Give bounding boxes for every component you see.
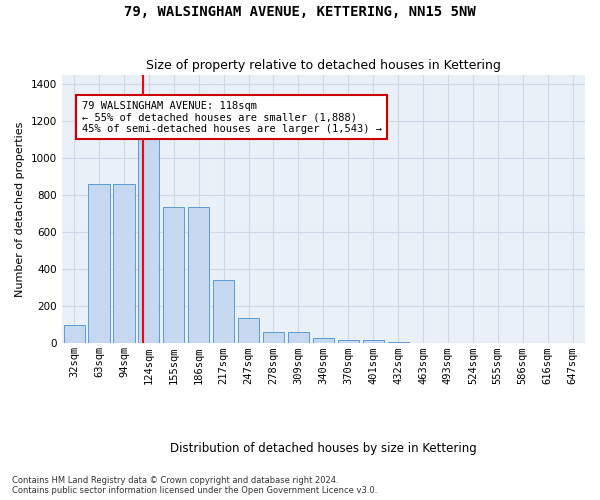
Y-axis label: Number of detached properties: Number of detached properties (15, 122, 25, 296)
Bar (288, 332, 309, 344)
Title: Size of property relative to detached houses in Kettering: Size of property relative to detached ho… (146, 59, 501, 72)
Bar (113, 184, 134, 344)
Bar (238, 318, 259, 344)
Bar (362, 340, 384, 344)
Text: Contains HM Land Registry data © Crown copyright and database right 2024.
Contai: Contains HM Land Registry data © Crown c… (12, 476, 377, 495)
Text: 79, WALSINGHAM AVENUE, KETTERING, NN15 5NW: 79, WALSINGHAM AVENUE, KETTERING, NN15 5… (124, 5, 476, 19)
Bar (388, 342, 409, 344)
Bar (88, 184, 110, 344)
Bar (263, 332, 284, 344)
Text: 79 WALSINGHAM AVENUE: 118sqm
← 55% of detached houses are smaller (1,888)
45% of: 79 WALSINGHAM AVENUE: 118sqm ← 55% of de… (82, 100, 382, 134)
Bar (138, 132, 160, 344)
X-axis label: Distribution of detached houses by size in Kettering: Distribution of detached houses by size … (170, 442, 477, 455)
Bar (163, 207, 184, 344)
Bar (213, 280, 234, 344)
Bar (313, 338, 334, 344)
Bar (64, 325, 85, 344)
Bar (338, 340, 359, 344)
Bar (188, 207, 209, 344)
